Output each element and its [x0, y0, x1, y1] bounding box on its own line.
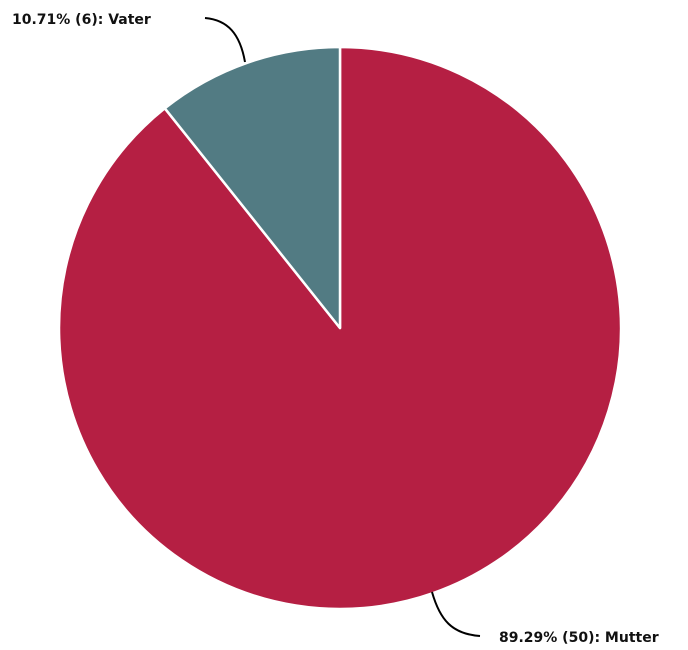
- pie-slice-vater: [163, 45, 342, 330]
- slice-label-vater: 10.71% (6): Vater: [12, 12, 151, 28]
- pie-slices: [57, 45, 623, 611]
- leader-line-vater: [204, 17, 246, 63]
- leader-line-mutter: [431, 591, 481, 637]
- slice-label-mutter: 89.29% (50): Mutter: [499, 630, 659, 646]
